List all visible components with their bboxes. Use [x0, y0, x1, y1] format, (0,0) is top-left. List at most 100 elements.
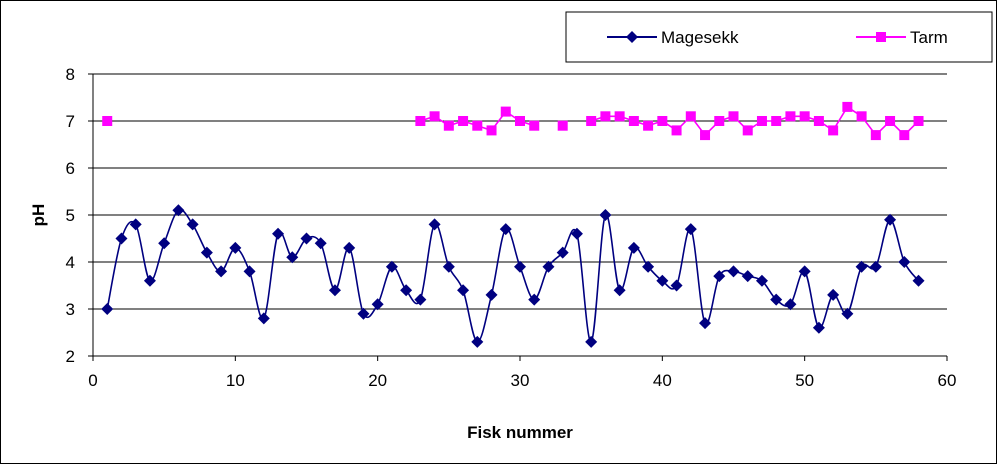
data-point-tarm [628, 116, 639, 126]
data-point-magesekk [556, 246, 569, 259]
data-point-tarm [856, 111, 867, 122]
data-point-tarm [458, 116, 469, 126]
data-point-magesekk [599, 209, 612, 221]
y-tick-label: 5 [66, 206, 75, 225]
data-point-magesekk [884, 213, 897, 226]
data-point-magesekk [699, 317, 712, 330]
data-point-magesekk [755, 274, 768, 287]
data-point-tarm [799, 111, 810, 122]
y-tick-label: 7 [66, 112, 75, 131]
data-point-tarm [913, 116, 924, 126]
data-point-magesekk [328, 284, 341, 297]
data-point-magesekk [300, 232, 313, 245]
data-point-tarm [415, 116, 426, 126]
series-tarm [102, 101, 924, 141]
legend-marker-magesekk [626, 31, 638, 43]
x-tick-label: 60 [938, 371, 957, 390]
data-point-tarm [586, 116, 597, 126]
data-point-tarm [443, 120, 454, 131]
data-point-magesekk [528, 293, 541, 306]
data-point-magesekk [727, 265, 740, 278]
data-point-magesekk [855, 260, 868, 273]
legend-label-magesekk: Magesekk [661, 28, 739, 47]
data-point-tarm [557, 120, 568, 131]
data-point-tarm [870, 130, 881, 141]
data-point-tarm [771, 116, 782, 126]
data-point-tarm [899, 130, 910, 141]
data-point-magesekk [357, 307, 370, 320]
x-tick-label: 50 [795, 371, 814, 390]
data-point-tarm [671, 125, 682, 136]
data-point-tarm [742, 125, 753, 136]
y-tick-label: 4 [66, 253, 75, 272]
data-point-magesekk [229, 241, 242, 254]
data-point-tarm [700, 130, 711, 141]
data-point-magesekk [613, 284, 626, 297]
data-point-tarm [515, 116, 525, 126]
data-point-tarm [529, 120, 540, 131]
x-tick-label: 0 [88, 371, 97, 390]
data-point-magesekk [129, 218, 142, 231]
data-point-magesekk [343, 241, 356, 254]
data-point-magesekk [656, 274, 669, 287]
data-point-tarm [685, 111, 696, 122]
data-point-magesekk [485, 288, 498, 301]
data-point-magesekk [428, 218, 441, 231]
data-point-magesekk [713, 270, 726, 283]
data-point-magesekk [542, 260, 555, 273]
data-point-magesekk [784, 298, 797, 311]
data-point-magesekk [570, 227, 583, 240]
data-point-tarm [643, 120, 654, 131]
data-point-tarm [657, 116, 668, 126]
data-point-magesekk [215, 265, 228, 278]
y-tick-label: 3 [66, 300, 75, 319]
data-point-magesekk [272, 227, 285, 240]
data-point-magesekk [812, 321, 825, 334]
data-point-magesekk [414, 293, 427, 306]
data-point-magesekk [286, 251, 299, 264]
data-point-tarm [828, 125, 839, 136]
y-tick-label: 2 [66, 347, 75, 366]
x-tick-label: 10 [226, 371, 245, 390]
data-point-tarm [813, 116, 824, 126]
data-point-tarm [472, 120, 483, 131]
data-point-magesekk [172, 204, 185, 217]
data-point-magesekk [642, 260, 655, 273]
data-point-magesekk [371, 298, 384, 311]
legend: Magesekk Tarm [565, 11, 993, 63]
data-point-tarm [486, 125, 497, 136]
data-point-magesekk [200, 246, 213, 259]
data-point-magesekk [400, 284, 413, 297]
data-point-magesekk [158, 237, 171, 250]
data-point-tarm [728, 111, 739, 122]
data-point-magesekk [514, 260, 526, 273]
y-tick-label: 8 [66, 65, 75, 84]
x-axis-ticks: 0 10 20 30 40 50 60 [88, 356, 956, 390]
data-point-tarm [600, 111, 611, 122]
data-point-magesekk [869, 260, 882, 273]
data-point-magesekk [101, 303, 114, 315]
series-magesekk [101, 204, 925, 348]
data-point-magesekk [741, 270, 754, 283]
data-point-magesekk [457, 284, 470, 297]
x-axis-label: Fisk nummer [467, 423, 573, 442]
data-point-tarm [102, 116, 113, 126]
y-tick-label: 6 [66, 159, 75, 178]
data-point-tarm [429, 111, 440, 122]
x-tick-label: 30 [511, 371, 530, 390]
data-point-magesekk [770, 293, 783, 306]
y-axis-ticks: 2 3 4 5 6 7 8 [66, 65, 93, 366]
data-point-magesekk [684, 223, 697, 236]
x-tick-label: 20 [368, 371, 387, 390]
data-point-tarm [885, 116, 896, 126]
data-point-tarm [842, 101, 853, 112]
data-point-magesekk [670, 279, 683, 292]
data-point-tarm [714, 116, 725, 126]
data-point-magesekk [243, 265, 256, 278]
x-tick-label: 40 [653, 371, 672, 390]
data-point-magesekk [257, 312, 270, 325]
y-axis-label: pH [29, 204, 48, 227]
data-point-magesekk [143, 274, 156, 287]
data-point-magesekk [912, 274, 925, 287]
